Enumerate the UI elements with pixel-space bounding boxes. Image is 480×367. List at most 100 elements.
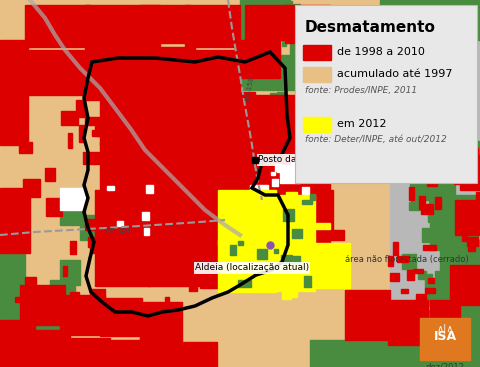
Bar xyxy=(298,248,309,256)
Bar xyxy=(430,300,460,340)
Bar xyxy=(85,117,103,125)
Bar xyxy=(0,40,28,92)
Bar xyxy=(218,190,276,245)
Bar xyxy=(303,117,331,132)
Bar xyxy=(284,1,292,9)
Bar xyxy=(195,85,225,110)
Bar xyxy=(409,202,422,210)
Bar xyxy=(151,152,157,166)
Bar xyxy=(76,100,85,117)
Bar xyxy=(277,92,284,97)
Bar xyxy=(148,188,203,238)
Bar xyxy=(445,265,456,268)
Bar xyxy=(283,286,297,297)
Bar xyxy=(255,53,264,57)
Bar xyxy=(1,120,15,132)
Bar xyxy=(60,295,105,335)
Bar xyxy=(405,52,408,58)
Bar xyxy=(455,172,465,184)
Bar xyxy=(397,257,408,262)
Bar xyxy=(421,204,433,214)
Bar xyxy=(61,110,78,125)
Bar xyxy=(105,268,115,278)
Bar xyxy=(287,192,297,200)
Bar xyxy=(264,198,273,204)
Bar xyxy=(218,98,222,106)
Bar xyxy=(280,165,300,183)
Bar xyxy=(224,228,232,234)
Bar xyxy=(263,23,266,34)
Bar xyxy=(289,4,300,12)
Bar xyxy=(50,280,75,315)
Bar xyxy=(390,130,480,367)
Bar xyxy=(429,133,438,143)
Bar xyxy=(45,168,55,181)
Bar xyxy=(460,155,480,190)
Bar xyxy=(388,256,393,266)
Bar xyxy=(434,271,440,284)
Bar xyxy=(30,330,70,367)
Bar xyxy=(292,180,300,186)
Bar xyxy=(265,14,269,22)
Bar xyxy=(448,211,456,225)
Bar xyxy=(371,328,379,338)
Bar xyxy=(189,281,197,291)
Bar xyxy=(21,131,25,144)
Bar xyxy=(402,254,416,269)
Bar xyxy=(200,55,225,85)
Bar xyxy=(292,256,300,263)
Bar xyxy=(420,196,425,209)
Bar xyxy=(271,36,277,42)
Bar xyxy=(24,277,36,291)
Bar xyxy=(281,255,292,263)
Bar xyxy=(455,324,466,334)
Bar xyxy=(171,110,179,116)
Bar xyxy=(142,212,149,220)
Bar xyxy=(97,221,108,236)
Bar xyxy=(414,115,421,129)
Bar xyxy=(248,192,290,240)
Bar xyxy=(430,280,480,320)
Bar xyxy=(185,5,240,47)
Bar xyxy=(219,268,231,275)
Bar xyxy=(282,247,294,260)
Bar xyxy=(0,188,30,253)
Bar xyxy=(416,305,422,314)
Bar xyxy=(385,49,396,63)
Bar xyxy=(140,302,182,342)
Bar xyxy=(274,248,278,253)
Bar xyxy=(100,298,142,336)
Bar xyxy=(92,130,108,136)
Bar xyxy=(284,228,290,240)
Bar xyxy=(385,320,425,367)
Bar xyxy=(428,278,434,283)
Bar xyxy=(241,173,248,188)
Bar xyxy=(85,52,150,100)
Bar xyxy=(456,168,464,182)
Text: ISA: ISA xyxy=(433,330,456,343)
Bar xyxy=(466,268,479,273)
Text: fonte: Deter/INPE, até out/2012: fonte: Deter/INPE, até out/2012 xyxy=(305,135,447,144)
Bar xyxy=(260,7,269,18)
Bar xyxy=(413,88,425,92)
Bar xyxy=(425,288,435,292)
Bar xyxy=(272,178,278,186)
Bar xyxy=(431,174,442,177)
Bar xyxy=(406,91,409,97)
Bar xyxy=(193,240,204,254)
Bar xyxy=(422,228,434,242)
Bar xyxy=(299,261,310,271)
Bar xyxy=(68,133,72,148)
Bar xyxy=(282,42,287,46)
Bar xyxy=(83,152,99,164)
Bar xyxy=(175,110,210,135)
Bar xyxy=(229,270,238,279)
Bar xyxy=(108,186,114,190)
Bar xyxy=(468,240,475,251)
Bar xyxy=(420,342,430,346)
Bar xyxy=(160,175,200,205)
Bar xyxy=(279,164,294,179)
Text: de 1998 a 2010: de 1998 a 2010 xyxy=(337,47,425,57)
Bar xyxy=(198,188,253,240)
Bar xyxy=(421,310,428,318)
